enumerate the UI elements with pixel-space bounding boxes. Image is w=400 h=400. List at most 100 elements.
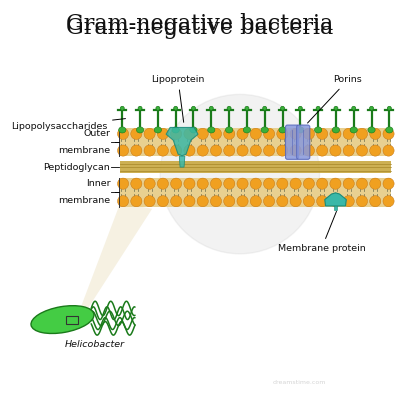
Ellipse shape [172,127,179,133]
Circle shape [224,145,235,156]
Circle shape [370,128,381,140]
Circle shape [131,128,142,140]
Circle shape [157,145,168,156]
Ellipse shape [280,106,284,110]
Circle shape [356,196,368,207]
Circle shape [210,196,222,207]
Circle shape [316,178,328,189]
FancyBboxPatch shape [286,125,299,159]
Circle shape [197,128,208,140]
Text: Helicobacter: Helicobacter [64,340,124,348]
FancyBboxPatch shape [297,125,310,159]
Ellipse shape [243,127,250,133]
Circle shape [170,128,182,140]
Circle shape [118,196,129,207]
Circle shape [330,178,341,189]
Circle shape [316,196,328,207]
Circle shape [330,128,341,140]
Ellipse shape [350,127,357,133]
Circle shape [383,145,394,156]
Circle shape [118,178,129,189]
Circle shape [210,128,222,140]
Text: membrane: membrane [58,196,110,206]
Bar [334,205,337,210]
Circle shape [356,145,368,156]
Text: Inner: Inner [86,180,110,188]
Circle shape [250,178,261,189]
Circle shape [383,128,394,140]
Circle shape [144,128,155,140]
Circle shape [250,128,261,140]
Circle shape [237,178,248,189]
Ellipse shape [209,106,213,110]
Circle shape [370,145,381,156]
Bar [120,128,391,156]
Circle shape [160,94,320,254]
Polygon shape [325,193,346,206]
Circle shape [237,128,248,140]
Circle shape [370,196,381,207]
Circle shape [131,178,142,189]
Ellipse shape [297,127,304,133]
Circle shape [303,145,314,156]
Ellipse shape [174,106,178,110]
Circle shape [356,128,368,140]
Ellipse shape [119,127,126,133]
Circle shape [343,128,354,140]
Ellipse shape [334,106,338,110]
Ellipse shape [316,106,320,110]
Circle shape [303,196,314,207]
Ellipse shape [226,127,233,133]
Circle shape [197,145,208,156]
Bar [120,178,391,207]
Ellipse shape [387,106,391,110]
Circle shape [290,196,301,207]
Ellipse shape [332,127,340,133]
Ellipse shape [298,106,302,110]
Circle shape [237,145,248,156]
Circle shape [277,145,288,156]
Polygon shape [78,203,152,324]
Circle shape [144,145,155,156]
Circle shape [224,196,235,207]
Circle shape [290,145,301,156]
Circle shape [250,196,261,207]
Circle shape [356,178,368,189]
Circle shape [224,178,235,189]
Text: Porins: Porins [308,76,362,123]
Circle shape [184,178,195,189]
Circle shape [303,128,314,140]
Circle shape [290,128,301,140]
Circle shape [383,178,394,189]
Circle shape [170,178,182,189]
Circle shape [144,178,155,189]
Circle shape [330,196,341,207]
Circle shape [131,145,142,156]
Text: dreamstime.com: dreamstime.com [273,380,326,385]
Ellipse shape [227,106,231,110]
Text: Membrane protein: Membrane protein [278,211,366,253]
Circle shape [170,196,182,207]
Circle shape [170,145,182,156]
Circle shape [264,128,275,140]
Circle shape [144,196,155,207]
Circle shape [197,196,208,207]
Text: Lipopolysaccharides: Lipopolysaccharides [11,119,126,131]
Text: Outer: Outer [83,129,110,138]
Polygon shape [166,128,198,156]
Circle shape [316,128,328,140]
Circle shape [250,145,261,156]
Circle shape [131,196,142,207]
Circle shape [184,145,195,156]
Ellipse shape [154,127,162,133]
Text: Gram-negative bacteria: Gram-negative bacteria [66,17,334,39]
Ellipse shape [192,106,196,110]
Polygon shape [179,156,185,167]
Ellipse shape [31,306,94,334]
Ellipse shape [263,106,267,110]
Ellipse shape [368,127,375,133]
Ellipse shape [120,106,124,110]
Text: membrane: membrane [58,146,110,155]
Circle shape [277,178,288,189]
Ellipse shape [279,127,286,133]
